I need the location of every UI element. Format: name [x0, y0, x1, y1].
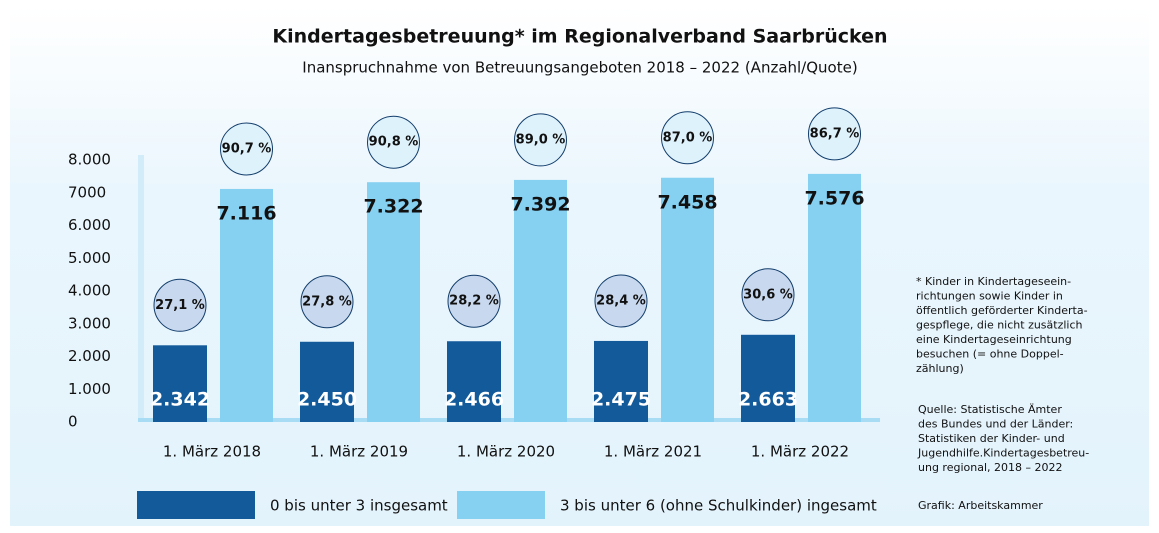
bar: [220, 188, 273, 422]
bar: [741, 334, 795, 422]
quote-circle: [741, 268, 795, 322]
footnote: gespflege, die nicht zusätzlich: [916, 319, 1083, 332]
quote-label: 27,8 %: [302, 294, 352, 309]
credit: Grafik: Arbeitskammer: [918, 499, 1043, 512]
value-label: 2.663: [738, 389, 798, 411]
source: Jugendhilfe.Kindertagesbetreu-: [917, 447, 1089, 460]
quote-label: 28,2 %: [449, 294, 499, 309]
quote-label: 90,7 %: [222, 141, 272, 156]
quote-circle: [661, 111, 714, 165]
quote-label: 27,1 %: [155, 298, 205, 313]
y-tick-label: 6.000: [68, 216, 111, 234]
x-tick-label: 1. März 2019: [310, 443, 408, 461]
value-label: 7.116: [216, 202, 276, 224]
value-label: 7.392: [510, 193, 570, 215]
quote-circle: [220, 122, 273, 176]
y-axis: [138, 155, 144, 422]
quote-label: 89,0 %: [516, 132, 566, 147]
quote-circle: [447, 274, 501, 328]
y-tick-label: 3.000: [68, 314, 111, 332]
quote-label: 28,4 %: [596, 293, 646, 308]
source: Statistiken der Kinder- und: [918, 432, 1065, 445]
quote-circle: [153, 278, 207, 332]
value-label: 7.458: [657, 191, 717, 213]
source: ung regional, 2018 – 2022: [918, 461, 1062, 474]
y-tick-label: 5.000: [68, 249, 111, 267]
legend-label: 3 bis unter 6 (ohne Schulkinder) ingesam…: [560, 497, 877, 515]
chart-title: Kindertagesbetreuung* im Regionalverband…: [272, 26, 887, 48]
x-tick-label: 1. März 2020: [457, 443, 555, 461]
source: Quelle: Statistische Ämter: [918, 403, 1062, 416]
y-tick-label: 2.000: [68, 347, 111, 365]
x-tick-label: 1. März 2022: [751, 443, 849, 461]
x-axis: [138, 418, 880, 422]
y-tick-label: 4.000: [68, 282, 111, 300]
bar: [367, 182, 420, 422]
bar: [808, 173, 861, 422]
y-tick-label: 7000: [68, 183, 106, 201]
value-label: 2.450: [297, 389, 357, 411]
quote-label: 86,7 %: [810, 126, 860, 141]
quote-circle: [594, 274, 648, 328]
footnote: besuchen (= ohne Doppel-: [916, 348, 1064, 361]
bar: [594, 340, 648, 422]
bar: [300, 341, 354, 422]
value-label: 7.322: [363, 196, 423, 218]
legend-swatch: [137, 491, 255, 519]
value-label: 2.342: [150, 389, 210, 411]
bar: [514, 179, 567, 422]
value-label: 2.466: [444, 389, 504, 411]
legend-swatch: [457, 491, 545, 519]
y-tick-label: 1.000: [68, 380, 111, 398]
bar: [153, 345, 207, 422]
footnote: öffentlich geförderter Kinderta-: [916, 304, 1088, 317]
quote-circle: [300, 275, 354, 329]
value-label: 2.475: [591, 389, 651, 411]
y-tick-label: 8.000: [68, 151, 111, 169]
quote-label: 30,6 %: [743, 287, 793, 302]
quote-circle: [367, 115, 420, 169]
bar: [447, 341, 501, 422]
source: des Bundes und der Länder:: [918, 418, 1073, 431]
footnote: richtungen sowie Kinder in: [916, 290, 1063, 303]
x-tick-label: 1. März 2021: [604, 443, 702, 461]
panel: [10, 8, 1149, 526]
quote-label: 90,8 %: [369, 135, 419, 150]
footnote: * Kinder in Kindertageseein-: [916, 275, 1071, 288]
quote-label: 87,0 %: [663, 130, 713, 145]
x-tick-label: 1. März 2018: [163, 443, 261, 461]
quote-circle: [514, 113, 567, 167]
footnote: eine Kindertageseinrichtung: [916, 333, 1072, 346]
legend-label: 0 bis unter 3 insgesamt: [270, 497, 448, 515]
y-tick-label: 0: [68, 413, 78, 431]
footnote: zählung): [916, 362, 964, 375]
value-label: 7.576: [804, 187, 864, 209]
bar: [661, 177, 714, 422]
chart-subtitle: Inanspruchnahme von Betreuungsangeboten …: [302, 59, 857, 77]
quote-circle: [808, 107, 861, 161]
